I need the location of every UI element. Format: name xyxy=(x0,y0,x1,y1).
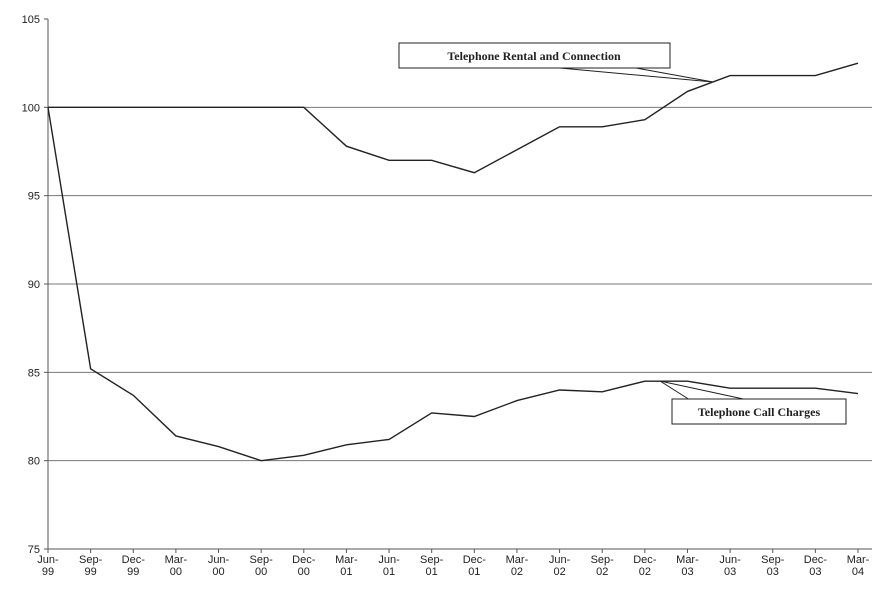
y-tick-label: 95 xyxy=(28,191,40,203)
x-tick-label: Dec-01 xyxy=(463,554,487,578)
x-tick-label: Sep-03 xyxy=(761,554,785,578)
series-label: Telephone Rental and Connection xyxy=(447,49,621,63)
x-tick-label: Dec-99 xyxy=(122,554,146,578)
x-tick-label: Mar-01 xyxy=(335,554,358,578)
leader-line xyxy=(659,380,749,401)
y-tick-label: 75 xyxy=(28,544,40,556)
series-label: Telephone Call Charges xyxy=(698,405,821,419)
x-tick-label: Sep-99 xyxy=(79,554,103,578)
x-tick-label: Mar-03 xyxy=(676,554,699,578)
x-tick-label: Sep-00 xyxy=(250,554,274,578)
y-tick-label: 100 xyxy=(22,102,40,114)
series-line xyxy=(48,62,859,174)
x-tick-label: Mar-00 xyxy=(165,554,188,578)
label-box xyxy=(671,398,847,425)
x-tick-label: Dec-03 xyxy=(804,554,828,578)
x-tick-label: Jun-01 xyxy=(378,554,400,578)
x-tick-label: Mar-04 xyxy=(847,554,870,578)
y-tick-label: 90 xyxy=(28,279,40,291)
x-tick-label: Dec-00 xyxy=(292,554,316,578)
y-tick-label: 80 xyxy=(28,456,40,468)
x-tick-label: Sep-01 xyxy=(420,554,444,578)
x-tick-label: Jun-00 xyxy=(208,554,230,578)
y-tick-label: 105 xyxy=(22,14,40,26)
leader-line xyxy=(559,67,714,83)
leader-line xyxy=(635,67,714,83)
series-line xyxy=(47,107,859,462)
x-tick-label: Sep-02 xyxy=(591,554,615,578)
x-tick-label: Jun-02 xyxy=(549,554,571,578)
x-tick-label: Jun-99 xyxy=(37,554,59,578)
y-tick-label: 85 xyxy=(28,367,40,379)
annotation-leaders xyxy=(559,67,749,401)
label-box xyxy=(398,42,671,69)
x-tick-label: Mar-02 xyxy=(506,554,529,578)
x-tick-label: Jun-03 xyxy=(719,554,741,578)
x-tick-label: Dec-02 xyxy=(633,554,657,578)
leader-line xyxy=(659,380,691,401)
